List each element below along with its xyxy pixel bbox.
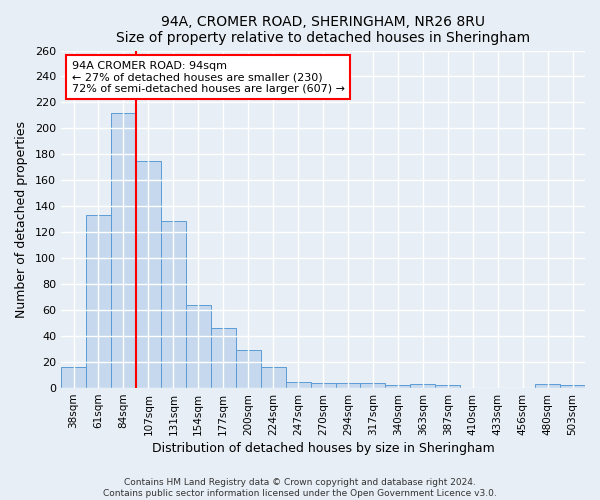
Title: 94A, CROMER ROAD, SHERINGHAM, NR26 8RU
Size of property relative to detached hou: 94A, CROMER ROAD, SHERINGHAM, NR26 8RU S…: [116, 15, 530, 45]
X-axis label: Distribution of detached houses by size in Sheringham: Distribution of detached houses by size …: [152, 442, 494, 455]
Bar: [436, 386, 460, 388]
Bar: [86, 216, 111, 388]
Bar: [186, 305, 211, 388]
Text: 94A CROMER ROAD: 94sqm
← 27% of detached houses are smaller (230)
72% of semi-de: 94A CROMER ROAD: 94sqm ← 27% of detached…: [71, 60, 344, 94]
Bar: [385, 386, 410, 388]
Bar: [535, 384, 560, 388]
Bar: [335, 383, 361, 388]
Bar: [61, 368, 86, 388]
Bar: [410, 384, 436, 388]
Bar: [260, 368, 286, 388]
Text: Contains HM Land Registry data © Crown copyright and database right 2024.
Contai: Contains HM Land Registry data © Crown c…: [103, 478, 497, 498]
Bar: [361, 383, 385, 388]
Bar: [136, 161, 161, 388]
Y-axis label: Number of detached properties: Number of detached properties: [15, 121, 28, 318]
Bar: [111, 113, 136, 388]
Bar: [560, 386, 585, 388]
Bar: [311, 383, 335, 388]
Bar: [236, 350, 260, 388]
Bar: [161, 220, 186, 388]
Bar: [211, 328, 236, 388]
Bar: [286, 382, 311, 388]
